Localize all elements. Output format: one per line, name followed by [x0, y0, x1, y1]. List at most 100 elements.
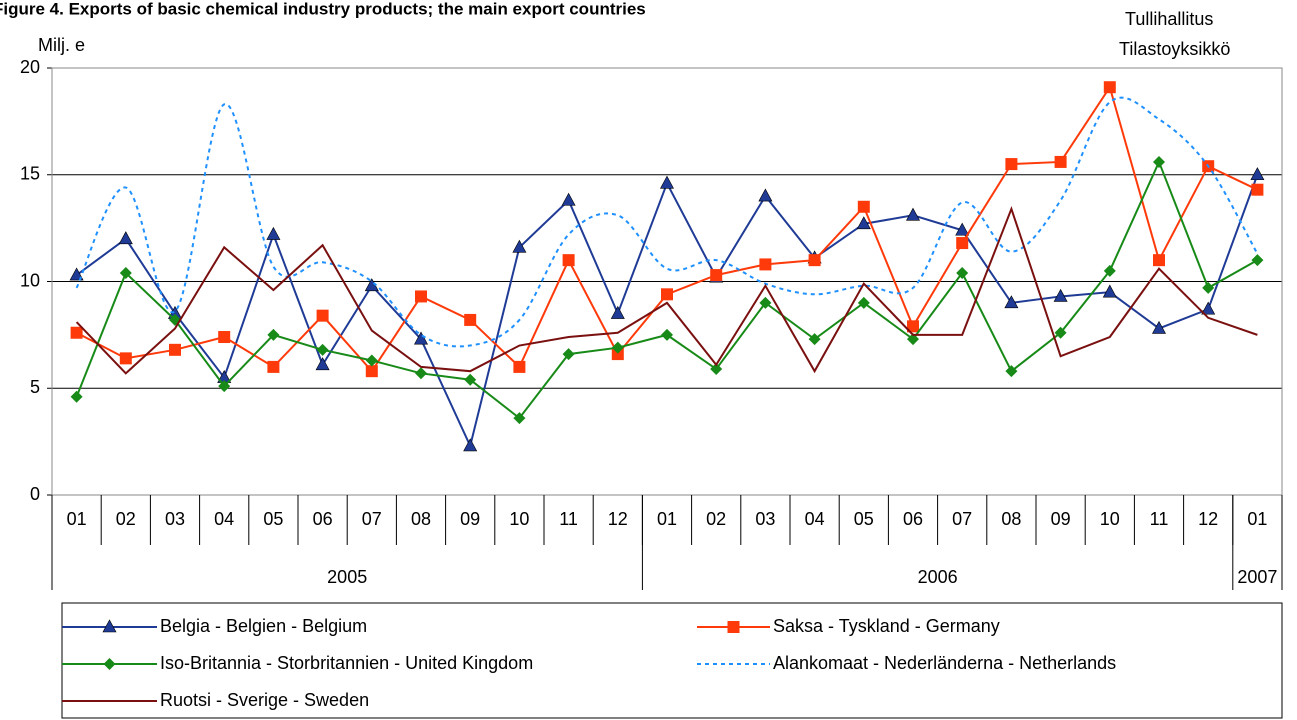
plot-frame [51, 67, 1283, 496]
marker [513, 360, 526, 373]
marker [1251, 254, 1264, 267]
marker [727, 621, 740, 633]
marker [808, 333, 821, 346]
marker [267, 328, 280, 341]
marker [1202, 281, 1215, 294]
x-tick-label: 12 [1198, 509, 1218, 529]
marker [808, 254, 821, 267]
marker [955, 222, 970, 236]
chart-title: Figure 4. Exports of basic chemical indu… [0, 0, 646, 18]
marker [1054, 155, 1067, 168]
marker [956, 237, 969, 250]
marker [905, 207, 921, 221]
x-tick-label: 07 [952, 509, 972, 529]
legend-box [61, 602, 1283, 719]
marker [70, 326, 83, 339]
marker [218, 331, 231, 344]
marker [661, 288, 673, 301]
x-tick-label: 05 [263, 509, 283, 529]
marker [512, 239, 527, 253]
marker [611, 341, 624, 354]
marker [267, 360, 280, 373]
marker [710, 269, 723, 282]
group-label: 2007 [1237, 567, 1277, 587]
source: Tilastoyksikkö [1119, 39, 1230, 59]
marker [119, 266, 132, 279]
x-tick-label: 11 [559, 509, 578, 529]
group-label: 2005 [327, 567, 367, 587]
x-tick-label: 06 [903, 509, 923, 529]
marker [119, 352, 132, 365]
marker [1151, 320, 1167, 334]
series-line [75, 96, 1259, 348]
marker [857, 200, 870, 213]
x-tick-label: 04 [805, 509, 825, 529]
marker [1004, 295, 1019, 309]
legend-label: Saksa - Tyskland - Germany [773, 616, 1000, 636]
x-tick-label: 09 [1051, 509, 1071, 529]
legend-label: Iso-Britannia - Storbritannien - United … [160, 653, 533, 673]
y-tick-label: 0 [30, 484, 40, 504]
y-tick-label: 5 [30, 377, 40, 397]
marker [69, 267, 84, 281]
y-tick-label: 20 [20, 57, 40, 77]
marker [758, 188, 773, 202]
marker [561, 192, 576, 206]
y-tick-label: 15 [20, 164, 40, 184]
marker [759, 296, 772, 309]
marker [661, 328, 673, 341]
marker [1153, 254, 1165, 267]
x-tick-label: 10 [509, 509, 529, 529]
marker [1053, 288, 1068, 302]
source: Tullihallitus [1125, 9, 1213, 29]
marker [562, 348, 575, 361]
x-tick-label: 01 [1247, 509, 1267, 529]
marker [118, 231, 133, 245]
marker [856, 216, 871, 230]
marker [1005, 365, 1018, 378]
marker [611, 348, 624, 361]
series-line [75, 205, 1258, 375]
marker [562, 254, 575, 267]
marker [169, 343, 181, 356]
x-tick-label: 02 [116, 509, 136, 529]
marker [907, 320, 919, 333]
marker [218, 380, 231, 393]
marker [710, 363, 723, 376]
marker [1201, 301, 1216, 315]
marker [857, 296, 870, 309]
marker [103, 658, 116, 670]
marker [1250, 167, 1265, 181]
marker [266, 226, 281, 240]
x-tick-label: 05 [854, 509, 874, 529]
series-line [76, 174, 1259, 449]
x-tick-label: 02 [706, 509, 726, 529]
x-tick-label: 11 [1150, 509, 1169, 529]
x-tick-label: 08 [1001, 509, 1021, 529]
marker [415, 290, 427, 303]
marker [907, 333, 919, 346]
x-tick-label: 08 [411, 509, 431, 529]
marker [102, 619, 117, 633]
x-tick-label: 06 [313, 509, 333, 529]
legend-label: Ruotsi - Sverige - Sweden [160, 690, 369, 710]
marker [365, 365, 378, 378]
y-axis-label: Milj. e [38, 35, 85, 55]
x-tick-label: 10 [1100, 509, 1120, 529]
x-tick-label: 12 [608, 509, 628, 529]
marker [1251, 183, 1264, 196]
marker [659, 175, 675, 189]
x-tick-label: 03 [165, 509, 185, 529]
marker [413, 331, 429, 345]
marker [1054, 326, 1067, 339]
marker [316, 309, 329, 322]
marker [415, 367, 427, 380]
marker [1103, 81, 1116, 94]
marker [463, 438, 478, 452]
marker [316, 343, 329, 356]
x-tick-label: 01 [67, 509, 87, 529]
legend-label: Belgia - Belgien - Belgium [160, 616, 367, 636]
marker [513, 412, 526, 425]
marker [464, 373, 477, 386]
